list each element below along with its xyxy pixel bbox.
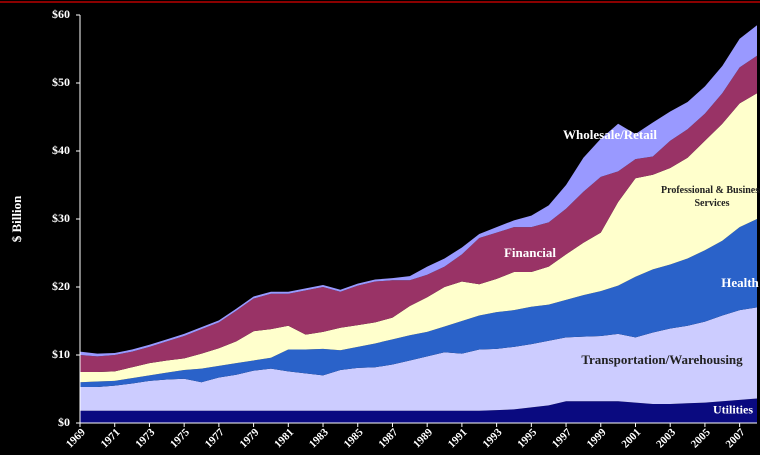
area <box>80 307 757 411</box>
x-tick-label: 1971 <box>99 426 123 450</box>
y-tick-label: $40 <box>52 143 70 157</box>
x-tick-label: 1999 <box>585 426 609 450</box>
x-tick-label: 1975 <box>168 426 192 450</box>
x-tick-label: 1987 <box>376 426 400 450</box>
area <box>80 93 757 383</box>
series-label: Financial <box>503 245 557 260</box>
x-tick-label: 2003 <box>654 426 678 450</box>
x-tick-label: 1981 <box>272 426 296 450</box>
y-tick-label: $20 <box>52 279 70 293</box>
x-tick-label: 2007 <box>724 426 748 450</box>
x-tick-label: 1979 <box>237 426 261 450</box>
x-tick-label: 1991 <box>446 426 470 450</box>
x-tick-label: 1977 <box>203 426 227 450</box>
y-tick-label: $30 <box>52 211 70 225</box>
y-tick-label: $50 <box>52 75 70 89</box>
y-tick-label: $60 <box>52 7 70 21</box>
y-axis-label: $ Billion <box>9 195 24 242</box>
x-tick-label: 1995 <box>515 426 539 450</box>
series-label: Professional & Business Services <box>660 185 760 209</box>
area <box>80 219 757 387</box>
series-label: Utilities <box>713 402 753 417</box>
y-tick-label: $10 <box>52 347 70 361</box>
x-tick-label: 2005 <box>689 426 713 450</box>
x-tick-label: 2001 <box>619 426 643 450</box>
x-tick-label: 1973 <box>133 426 157 450</box>
x-tick-label: 1989 <box>411 426 435 450</box>
x-tick-label: 1983 <box>307 426 331 450</box>
series-label: Health <box>721 275 759 290</box>
x-tick-label: 1993 <box>480 426 504 450</box>
x-tick-label: 1969 <box>64 426 88 450</box>
x-tick-label: 1997 <box>550 426 574 450</box>
series-label: Transportation/Warehousing <box>581 352 743 367</box>
x-tick-label: 1985 <box>342 426 366 450</box>
y-tick-label: $0 <box>58 415 70 429</box>
series-label: Wholesale/Retail <box>563 127 657 142</box>
